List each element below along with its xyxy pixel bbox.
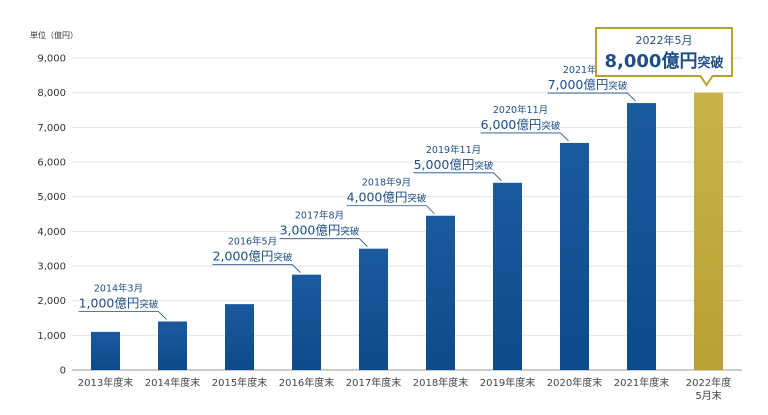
highlight-value: 8,000億円突破 bbox=[605, 50, 724, 72]
bar bbox=[158, 321, 187, 370]
annotation-amount: 6,000億円 bbox=[481, 117, 542, 132]
annotation-date: 2017年8月 bbox=[295, 210, 344, 222]
bar bbox=[225, 304, 254, 370]
y-tick-label: 6,000 bbox=[37, 158, 66, 169]
annotation-suffix: 突破 bbox=[608, 80, 628, 92]
annotation-leader-line bbox=[480, 132, 569, 142]
bar bbox=[292, 274, 321, 370]
annotation-suffix: 突破 bbox=[474, 160, 494, 172]
x-tick-label: 2017年度末 bbox=[346, 376, 401, 389]
bar bbox=[493, 182, 522, 370]
y-tick-label: 8,000 bbox=[37, 88, 66, 99]
annotation-amount: 2,000億円 bbox=[213, 249, 274, 264]
annotation-value: 5,000億円突破 bbox=[414, 157, 494, 172]
highlight-callout-box bbox=[595, 27, 733, 87]
annotation-value: 2,000億円突破 bbox=[213, 249, 293, 264]
annotation-suffix: 突破 bbox=[139, 298, 159, 310]
annotation-value: 3,000億円突破 bbox=[280, 223, 360, 238]
annotation-date: 2016年5月 bbox=[228, 236, 277, 248]
x-tick-label: 2015年度末 bbox=[212, 376, 267, 389]
annotation-amount: 5,000億円 bbox=[414, 157, 475, 172]
x-tick-label: 2016年度末 bbox=[279, 376, 334, 389]
annotation-leader-line bbox=[413, 172, 502, 182]
x-tick-label: 2020年度末 bbox=[547, 376, 602, 389]
y-tick-label: 0 bbox=[60, 366, 66, 377]
annotation-leader-line bbox=[78, 311, 167, 320]
annotation-date: 2014年3月 bbox=[94, 282, 143, 294]
highlight-bar bbox=[694, 92, 723, 371]
annotation-amount: 3,000億円 bbox=[280, 223, 341, 238]
x-tick-label: 2019年度末 bbox=[480, 376, 535, 389]
annotation-suffix: 突破 bbox=[340, 226, 360, 238]
unit-label: 単位（億円） bbox=[30, 30, 78, 40]
x-tick-label: 2022年度 bbox=[686, 376, 731, 389]
y-tick-label: 7,000 bbox=[37, 123, 66, 134]
bar bbox=[627, 103, 656, 371]
y-tick-label: 3,000 bbox=[37, 262, 66, 273]
annotation-suffix: 突破 bbox=[541, 120, 561, 132]
highlight-amount: 8,000億円 bbox=[605, 50, 698, 72]
highlight-date: 2022年5月 bbox=[636, 33, 693, 47]
x-tick-label: 5月末 bbox=[695, 389, 721, 402]
annotation-amount: 4,000億円 bbox=[347, 190, 408, 205]
annotation-suffix: 突破 bbox=[273, 252, 293, 264]
annotation-leader-line bbox=[346, 205, 435, 215]
annotation-date: 2018年9月 bbox=[362, 177, 411, 189]
highlight-suffix: 突破 bbox=[697, 55, 723, 71]
y-tick-label: 9,000 bbox=[37, 54, 66, 65]
annotation-suffix: 突破 bbox=[407, 193, 427, 205]
bar bbox=[359, 248, 388, 370]
annotation-value: 1,000億円突破 bbox=[79, 295, 159, 310]
annotation-amount: 1,000億円 bbox=[79, 295, 140, 310]
y-tick-label: 2,000 bbox=[37, 296, 66, 307]
annotation-value: 7,000億円突破 bbox=[548, 77, 628, 92]
y-tick-label: 5,000 bbox=[37, 192, 66, 203]
x-tick-label: 2014年度末 bbox=[145, 376, 200, 389]
annotation-leader-line bbox=[212, 264, 301, 273]
annotation-leader-line bbox=[547, 92, 636, 102]
x-tick-label: 2021年度末 bbox=[614, 376, 669, 389]
x-tick-label: 2018年度末 bbox=[413, 376, 468, 389]
annotation-value: 4,000億円突破 bbox=[347, 190, 427, 205]
x-tick-label: 2013年度末 bbox=[78, 376, 133, 389]
annotation-leader-line bbox=[279, 238, 368, 247]
bar bbox=[91, 331, 120, 370]
annotation-value: 6,000億円突破 bbox=[481, 117, 561, 132]
annotation-date: 2019年11月 bbox=[426, 144, 481, 156]
annotation-amount: 7,000億円 bbox=[548, 77, 609, 92]
bar bbox=[426, 215, 455, 370]
annotation-date: 2020年11月 bbox=[493, 104, 548, 116]
y-tick-label: 4,000 bbox=[37, 227, 66, 238]
bar bbox=[560, 142, 589, 370]
y-tick-label: 1,000 bbox=[37, 331, 66, 342]
